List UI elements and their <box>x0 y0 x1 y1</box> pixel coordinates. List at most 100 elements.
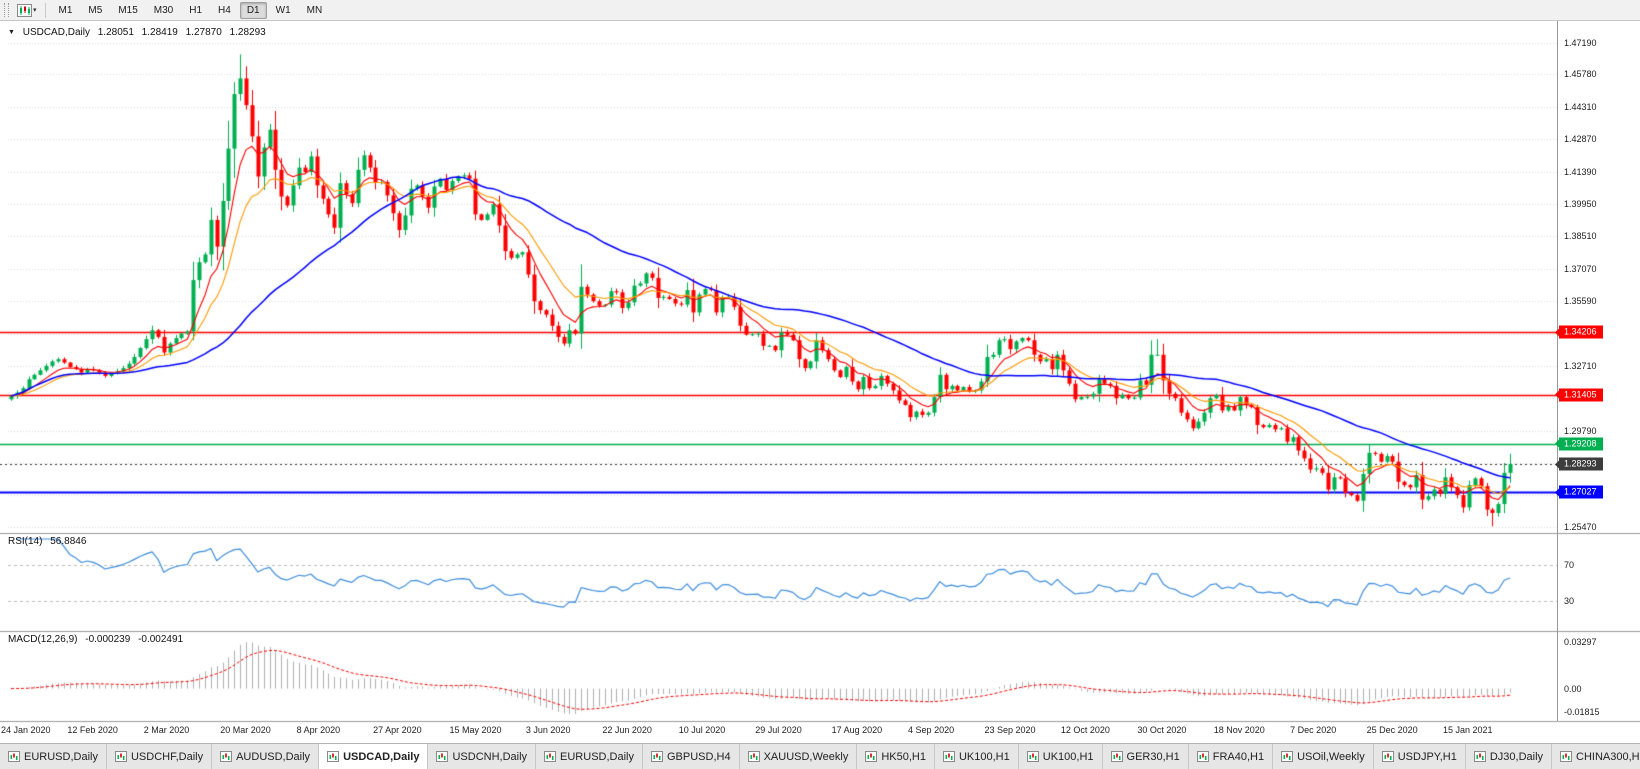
chart-tab-xauusd-weekly[interactable]: XAUUSD,Weekly <box>739 744 858 769</box>
date-label: 20 Mar 2020 <box>220 725 271 735</box>
chart-tab-usdcad-daily[interactable]: USDCAD,Daily <box>319 744 429 769</box>
chart-tab-usdcnh-daily[interactable]: USDCNH,Daily <box>428 744 537 769</box>
macd-main-value: -0.000239 <box>85 634 131 645</box>
date-label: 10 Jul 2020 <box>678 725 726 735</box>
chart-canvas[interactable] <box>0 21 1640 743</box>
price-scale[interactable]: 1.47190 1.45780 1.44310 1.42870 1.41390 1.399… <box>1555 21 1640 721</box>
toolbar-grip[interactable] <box>4 3 9 17</box>
date-label: 18 Nov 2020 <box>1213 725 1265 735</box>
chart-tab-audusd-daily[interactable]: AUDUSD,Daily <box>212 744 320 769</box>
tab-chart-icon <box>1560 751 1573 762</box>
period-button-m30[interactable]: M30 <box>153 4 174 16</box>
chart-tab-eurusd-daily[interactable]: EURUSD,Daily <box>0 744 107 769</box>
price-tick-label: 1.35590 <box>1564 296 1597 307</box>
chart-tab-usdchf-daily[interactable]: USDCHF,Daily <box>106 744 213 769</box>
chevron-down-icon: ▾ <box>33 7 37 14</box>
chart-tab-label: DJ30,Daily <box>1489 750 1544 763</box>
tab-chart-icon <box>436 751 449 762</box>
chart-tab-label: GER30,H1 <box>1126 750 1180 763</box>
tab-chart-icon <box>1281 751 1294 762</box>
candlestick-chart-icon <box>17 3 32 17</box>
tab-chart-icon <box>1196 751 1209 762</box>
chart-tab-fra40-h1[interactable]: FRA40,H1 <box>1188 744 1274 769</box>
period-button-m15[interactable]: M15 <box>118 4 138 16</box>
chart-tab-china300-h1[interactable]: CHINA300,H1 <box>1552 744 1640 769</box>
date-label: 24 Jan 2020 <box>1 725 51 735</box>
chart-tab-usoil-weekly[interactable]: USOil,Weekly <box>1273 744 1374 769</box>
tab-chart-icon <box>1381 751 1394 762</box>
chart-tab-gbpusd-h4[interactable]: GBPUSD,H4 <box>643 744 740 769</box>
price-level-flag-text: 1.29208 <box>1564 438 1597 449</box>
one-click-trading-arrow-icon[interactable]: ▼ <box>8 29 15 36</box>
chart-tab-label: XAUUSD,Weekly <box>763 750 849 763</box>
chart-tab-dj30-daily[interactable]: DJ30,Daily <box>1465 744 1553 769</box>
chart-tab-label: CHINA300,H1 <box>1576 750 1640 763</box>
chart-tab-usdjpy-h1[interactable]: USDJPY,H1 <box>1373 744 1466 769</box>
date-label: 15 Jan 2021 <box>1443 725 1493 735</box>
period-button-mn[interactable]: MN <box>306 4 323 16</box>
tab-chart-icon <box>747 751 760 762</box>
price-flag-notch <box>1555 390 1559 399</box>
price-level-flag-text: 1.34206 <box>1564 326 1597 337</box>
date-axis[interactable]: 24 Jan 2020 12 Feb 2020 2 Mar 2020 20 Mar 2… <box>0 721 1556 743</box>
chart-tab-hk50-h1[interactable]: HK50,H1 <box>857 744 935 769</box>
macd-axis-label: 0.00 <box>1564 683 1582 694</box>
rsi-level-label: 70 <box>1564 560 1575 571</box>
ohlc-open: 1.28051 <box>97 27 134 38</box>
price-tick-label: 1.38510 <box>1564 231 1597 242</box>
date-label: 7 Dec 2020 <box>1290 725 1337 735</box>
period-button-w1[interactable]: W1 <box>275 4 291 16</box>
chart-tab-uk100-h1[interactable]: UK100,H1 <box>1018 744 1103 769</box>
date-label: 3 Jun 2020 <box>525 725 571 735</box>
price-tick-label: 1.42870 <box>1564 134 1597 145</box>
period-button-h1[interactable]: H1 <box>189 4 203 16</box>
ohlc-low: 1.27870 <box>185 27 222 38</box>
macd-indicator-label: MACD(12,26,9) -0.000239 -0.002491 <box>8 634 188 645</box>
price-level-flag-text: 1.31405 <box>1564 389 1597 400</box>
chart-tab-label: USDCNH,Daily <box>452 750 528 763</box>
chart-tab-label: GBPUSD,H4 <box>667 750 731 763</box>
chart-tab-label: EURUSD,Daily <box>560 750 634 763</box>
price-tick-label: 1.44310 <box>1564 102 1597 113</box>
price-tick-label: 1.41390 <box>1564 167 1597 178</box>
chart-tab-uk100-h1[interactable]: UK100,H1 <box>934 744 1019 769</box>
chart-tab-label: UK100,H1 <box>958 750 1010 763</box>
date-label: 17 Aug 2020 <box>831 725 883 735</box>
price-tick-label: 1.32710 <box>1564 360 1597 371</box>
period-button-m1[interactable]: M1 <box>58 4 73 16</box>
ohlc-close: 1.28293 <box>229 27 266 38</box>
period-button-d1[interactable]: D1 <box>239 1 267 19</box>
period-button-m5[interactable]: M5 <box>88 4 103 16</box>
rsi-name: RSI(14) <box>8 536 43 547</box>
tab-chart-icon <box>220 751 233 762</box>
price-level-flag: 1.31405 <box>1555 388 1603 402</box>
tab-chart-icon <box>1110 751 1123 762</box>
chart-tab-eurusd-daily[interactable]: EURUSD,Daily <box>536 744 643 769</box>
date-label: 15 May 2020 <box>449 725 502 735</box>
chart-tab-label: USDCAD,Daily <box>343 750 420 763</box>
chart-window: ▼ USDCAD,Daily 1.28051 1.28419 1.27870 1… <box>0 21 1640 743</box>
tab-chart-icon <box>327 751 340 762</box>
date-label: 2 Mar 2020 <box>143 725 190 735</box>
price-tick-label: 1.37070 <box>1564 263 1597 274</box>
price-tick-label: 1.45780 <box>1564 69 1597 80</box>
chart-tab-label: AUDUSD,Daily <box>236 750 311 763</box>
chart-tab-label: USDJPY,H1 <box>1397 750 1457 763</box>
tab-chart-icon <box>651 751 663 762</box>
tab-chart-icon <box>865 751 878 762</box>
tab-chart-icon <box>544 751 557 762</box>
chart-tab-ger30-h1[interactable]: GER30,H1 <box>1102 744 1189 769</box>
date-label: 30 Oct 2020 <box>1137 725 1187 735</box>
date-label: 27 Apr 2020 <box>373 725 422 735</box>
chart-type-button[interactable]: ▾ <box>14 3 40 18</box>
price-tick-label: 1.25470 <box>1564 522 1597 532</box>
date-label: 8 Apr 2020 <box>296 725 341 735</box>
chart-title: ▼ USDCAD,Daily 1.28051 1.28419 1.27870 1… <box>8 27 271 38</box>
periods-toolbar: ▾ M1 M5 M15 M30 H1 H4 D1 W1 MN <box>0 0 1640 21</box>
price-level-flag: 1.28293 <box>1555 457 1603 471</box>
price-flag-notch <box>1555 328 1559 337</box>
period-button-h4[interactable]: H4 <box>218 4 231 16</box>
macd-axis-label: 0.03297 <box>1564 637 1597 647</box>
date-label: 29 Jul 2020 <box>755 725 802 735</box>
toolbar-separator <box>44 2 46 18</box>
